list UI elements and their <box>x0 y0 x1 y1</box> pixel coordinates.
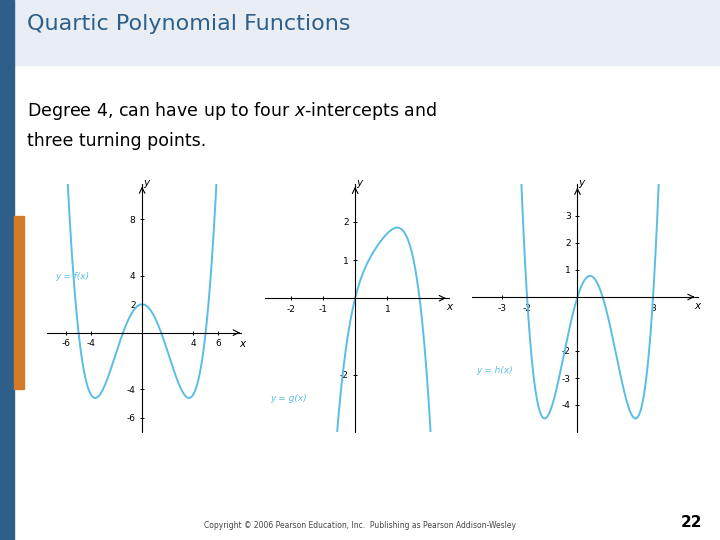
Bar <box>14 216 24 389</box>
Bar <box>0 0 14 540</box>
Text: Copyright © 2006 Pearson Education, Inc.  Publishing as Pearson Addison-Wesley: Copyright © 2006 Pearson Education, Inc.… <box>204 521 516 530</box>
Text: three turning points.: three turning points. <box>27 132 207 150</box>
Text: x: x <box>446 302 452 312</box>
Text: y: y <box>578 178 585 187</box>
Text: y = g(x): y = g(x) <box>270 394 307 403</box>
Text: Quartic Polynomial Functions: Quartic Polynomial Functions <box>27 14 351 35</box>
Text: x: x <box>695 301 701 312</box>
Bar <box>14 0 720 65</box>
Text: Degree 4, can have up to four $x$-intercepts and: Degree 4, can have up to four $x$-interc… <box>27 100 437 122</box>
Text: y = h(x): y = h(x) <box>477 366 513 375</box>
Text: 22: 22 <box>680 515 702 530</box>
Text: x: x <box>239 339 246 349</box>
Text: y: y <box>143 178 150 188</box>
Text: y: y <box>356 178 362 188</box>
Text: y = f(x): y = f(x) <box>55 272 90 281</box>
